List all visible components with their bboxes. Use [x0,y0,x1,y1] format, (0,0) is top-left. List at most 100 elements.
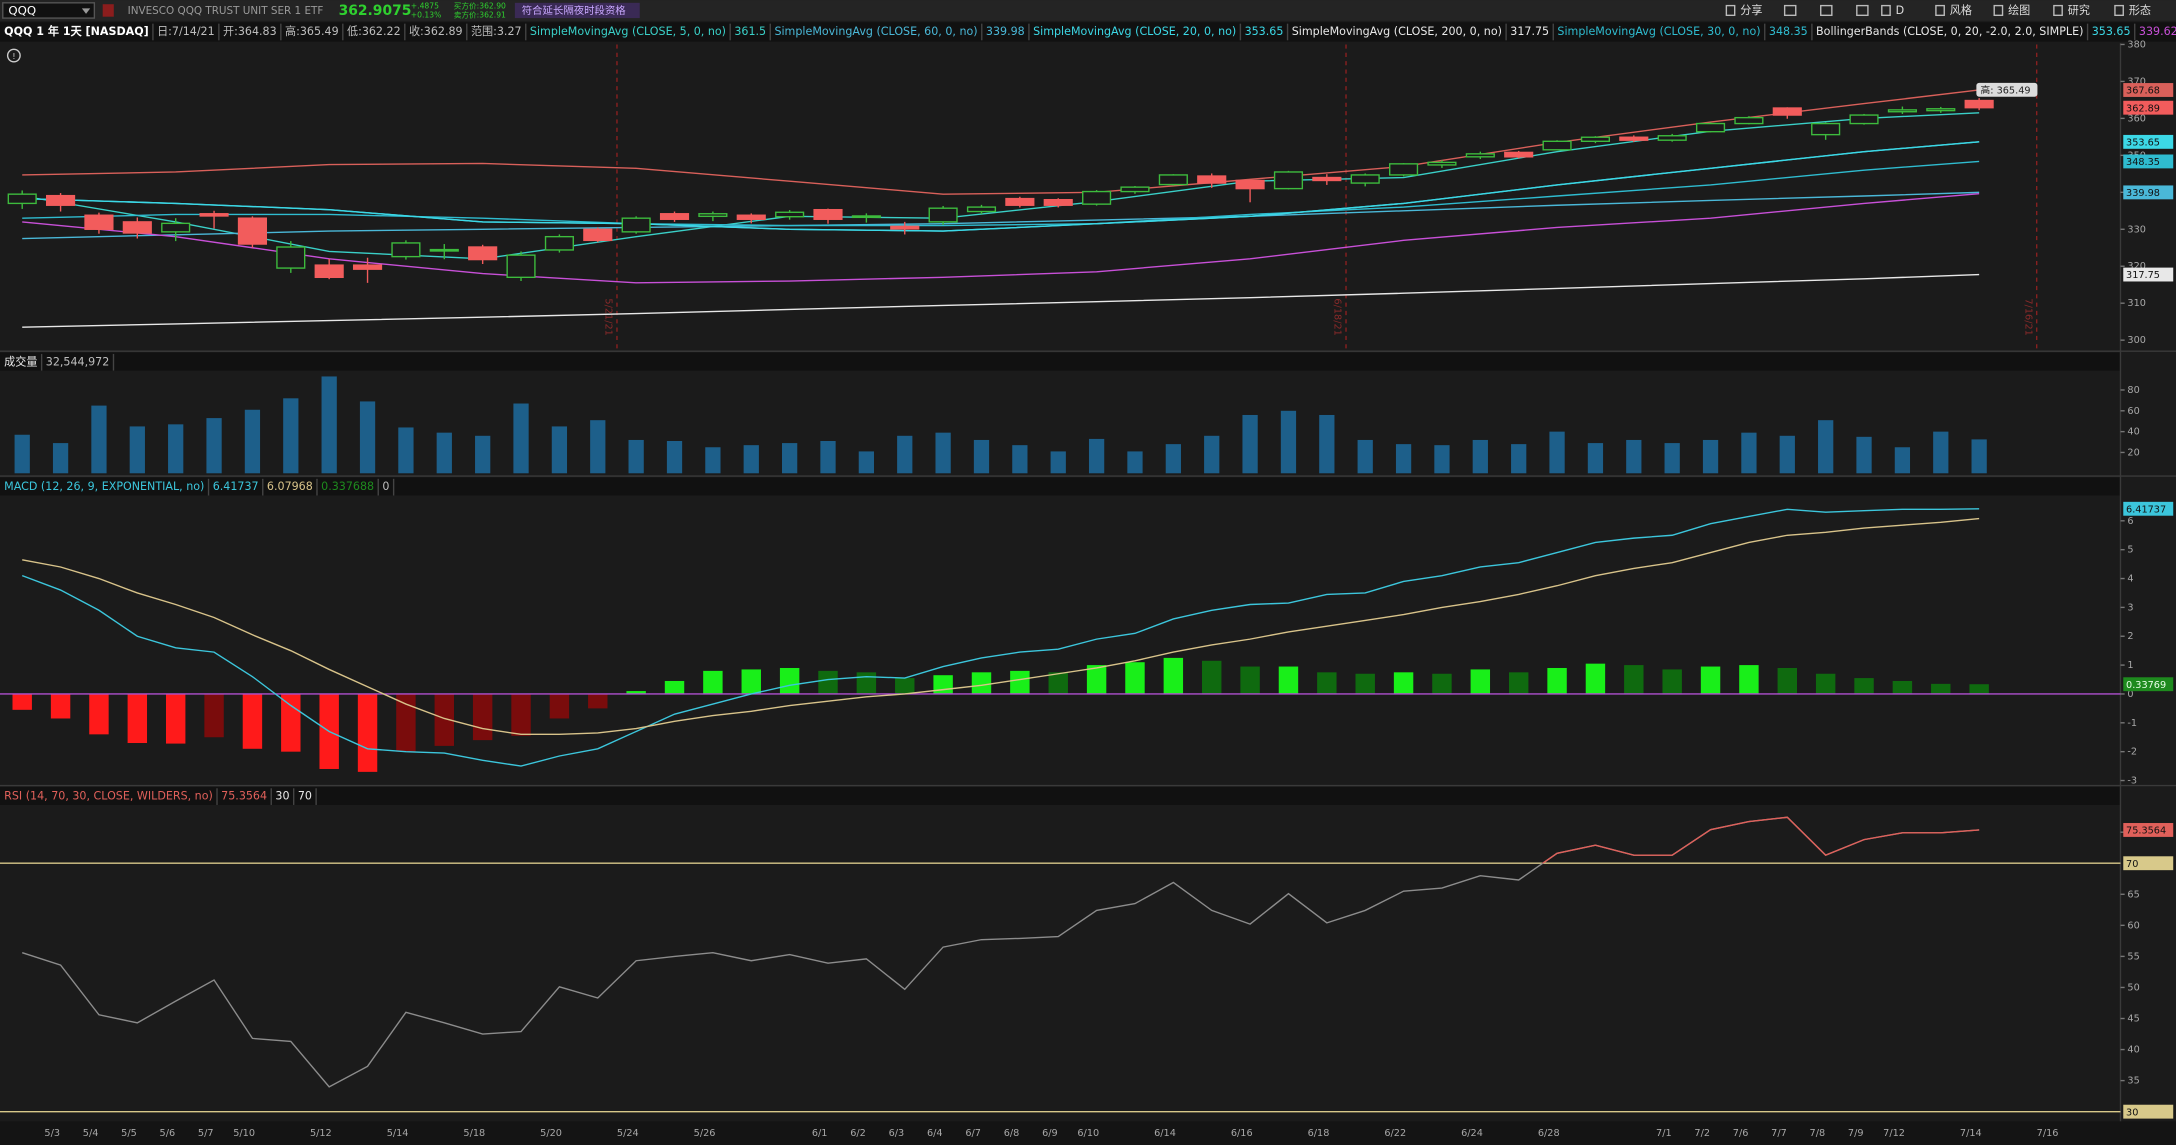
candle-body [621,217,651,233]
candle-body [1043,199,1073,206]
x-tick-label: 5/10 [233,1128,255,1139]
info-icon-glyph[interactable]: ! [12,51,15,61]
link-icon[interactable] [102,4,114,17]
histogram-bar [204,693,224,738]
symbol-input-text[interactable]: QQQ [8,4,36,18]
toolbar-button-icon[interactable] [1881,4,1891,17]
candle-body [506,254,536,279]
volume-bar [1741,432,1757,474]
candle-body [1964,99,1994,109]
histogram-bar [1470,669,1491,694]
study-line [22,112,1980,260]
histogram-bar [396,693,416,752]
volume-header [0,352,2121,371]
candle-body [237,217,268,245]
toolbar-icon[interactable] [1856,4,1869,17]
rsi-line-overbought [1541,816,1980,864]
y-tick-label: 330 [2127,224,2146,235]
toolbar-button-icon[interactable] [2114,4,2124,17]
macd-line [21,508,1980,767]
candle-body [966,206,997,213]
volume-bar [1549,431,1565,474]
volume-bar [1664,443,1680,474]
x-tick-label: 6/7 [965,1128,981,1139]
histogram-bar [434,693,455,746]
y-tick-label: 4 [2127,574,2133,585]
volume-bar [14,434,30,474]
histogram-bar [1892,680,1913,694]
candle-body [1504,151,1534,158]
candle-body [1273,171,1304,190]
histogram-bar [971,672,992,694]
session-text: 符合延长隔夜时段资格 [522,4,627,17]
candle-body [352,264,383,270]
study-value: 361.5 [734,25,766,38]
candle-body [1197,175,1227,184]
dropdown-arrow[interactable] [81,8,91,14]
volume-bar [705,447,721,474]
expiration-label: 5/21/21 [603,298,614,335]
series-value: 6.07968 [267,480,313,493]
study-line [22,273,1980,328]
symbol-input[interactable] [2,2,96,19]
volume-bar [590,420,606,474]
volume-bar [359,401,376,474]
candle-body [468,246,498,261]
info-icon[interactable] [6,48,21,63]
histogram-bar [1086,665,1107,694]
toolbar-button-icon[interactable] [1935,4,1945,17]
candle-body [161,222,191,233]
study-price-box: 353.65 [2126,138,2160,149]
candle-body [1350,174,1380,184]
y-tick-label: 55 [2127,951,2139,962]
toolbar-icon[interactable] [1783,4,1797,17]
diff-box: 0.33769 [2126,680,2166,691]
toolbar-button[interactable]: 风格 [1950,3,1972,17]
volume-bar [1511,444,1527,474]
volume-bar [1894,447,1911,474]
volume-bar [1779,435,1795,474]
candle-body [122,221,152,234]
volume-bar [1971,439,1987,474]
symbol-description: INVESCO QQQ TRUST UNIT SER 1 ETF [128,5,324,17]
x-tick-label: 7/7 [1771,1128,1787,1139]
study-price-box-bg [2123,267,2174,282]
toolbar-button[interactable]: D [1896,4,1905,17]
toolbar-icon[interactable] [1820,4,1833,17]
x-tick-label: 5/12 [310,1128,332,1139]
x-tick-label: 5/4 [83,1128,99,1139]
x-tick-label: 7/12 [1883,1128,1905,1139]
x-tick-label: 6/24 [1461,1128,1483,1139]
candle-body [1619,136,1649,141]
study-price-box: 317.75 [2126,270,2160,281]
toolbar-button[interactable]: 分享 [1740,3,1762,17]
y-tick-label: 20 [2127,447,2139,458]
volume-bar [244,409,261,474]
histogram-bar [89,693,109,735]
toolbar-button[interactable]: 研究 [2068,3,2090,17]
net-change: +.4875 [411,1,439,10]
y-tick-label: 310 [2127,298,2146,309]
volume-bar [1242,414,1258,474]
candle-body [1849,114,1879,125]
volume-bar [398,427,414,474]
percent-change: +0.13% [411,10,442,19]
toolbar-button[interactable]: 形态 [2129,4,2151,17]
toolbar-button-icon[interactable] [1993,4,2004,17]
histogram-bar [626,691,646,694]
y-tick-label: 35 [2127,1076,2139,1087]
histogram-bar [50,693,71,719]
candle-body [391,242,421,258]
toolbar-button-icon[interactable] [2053,4,2063,17]
last-price: 362.9075 [339,3,412,19]
volume-bar [1204,435,1220,474]
volume-bar [743,445,759,474]
toolbar-button-icon[interactable] [1725,4,1736,17]
candle-body [199,213,229,217]
x-tick-label: 7/2 [1694,1128,1710,1139]
y-tick-label: 40 [2127,1045,2139,1056]
volume-bar [1280,410,1297,474]
toolbar-button[interactable]: 绘图 [2008,3,2030,17]
volume-bar [475,435,491,474]
histogram-bar [1278,666,1299,694]
